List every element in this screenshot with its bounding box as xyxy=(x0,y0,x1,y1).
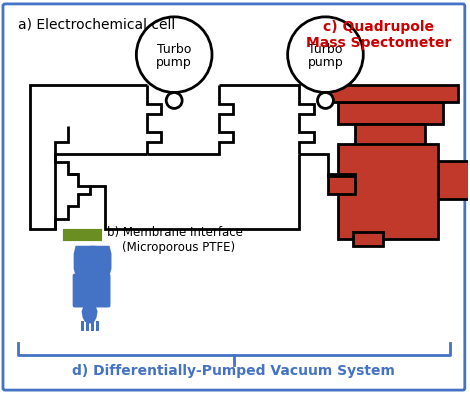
Text: b) Membrane Interface
    (Microporous PTFE): b) Membrane Interface (Microporous PTFE) xyxy=(108,226,243,254)
Bar xyxy=(338,102,443,125)
Text: Turbo: Turbo xyxy=(308,43,343,56)
Circle shape xyxy=(288,17,363,93)
Polygon shape xyxy=(76,246,110,292)
Bar xyxy=(329,174,355,194)
Text: Turbo: Turbo xyxy=(157,43,191,56)
Bar xyxy=(355,125,425,234)
Bar xyxy=(338,144,438,239)
Polygon shape xyxy=(74,246,111,299)
Text: c) Quadrupole
Mass Spectometer: c) Quadrupole Mass Spectometer xyxy=(306,20,451,50)
Circle shape xyxy=(166,93,182,108)
Bar xyxy=(91,322,94,331)
Bar xyxy=(96,322,99,331)
Bar xyxy=(86,322,89,331)
Bar xyxy=(323,85,458,102)
Bar xyxy=(353,232,383,246)
Text: d) Differentially-Pumped Vacuum System: d) Differentially-Pumped Vacuum System xyxy=(72,364,395,378)
Text: a) Electrochemical cell: a) Electrochemical cell xyxy=(18,18,175,32)
Text: pump: pump xyxy=(307,56,344,69)
Bar xyxy=(355,161,470,199)
Circle shape xyxy=(136,17,212,93)
Text: pump: pump xyxy=(157,56,192,69)
Circle shape xyxy=(318,93,333,108)
FancyBboxPatch shape xyxy=(73,274,110,307)
Bar xyxy=(81,322,84,331)
Polygon shape xyxy=(82,297,98,323)
